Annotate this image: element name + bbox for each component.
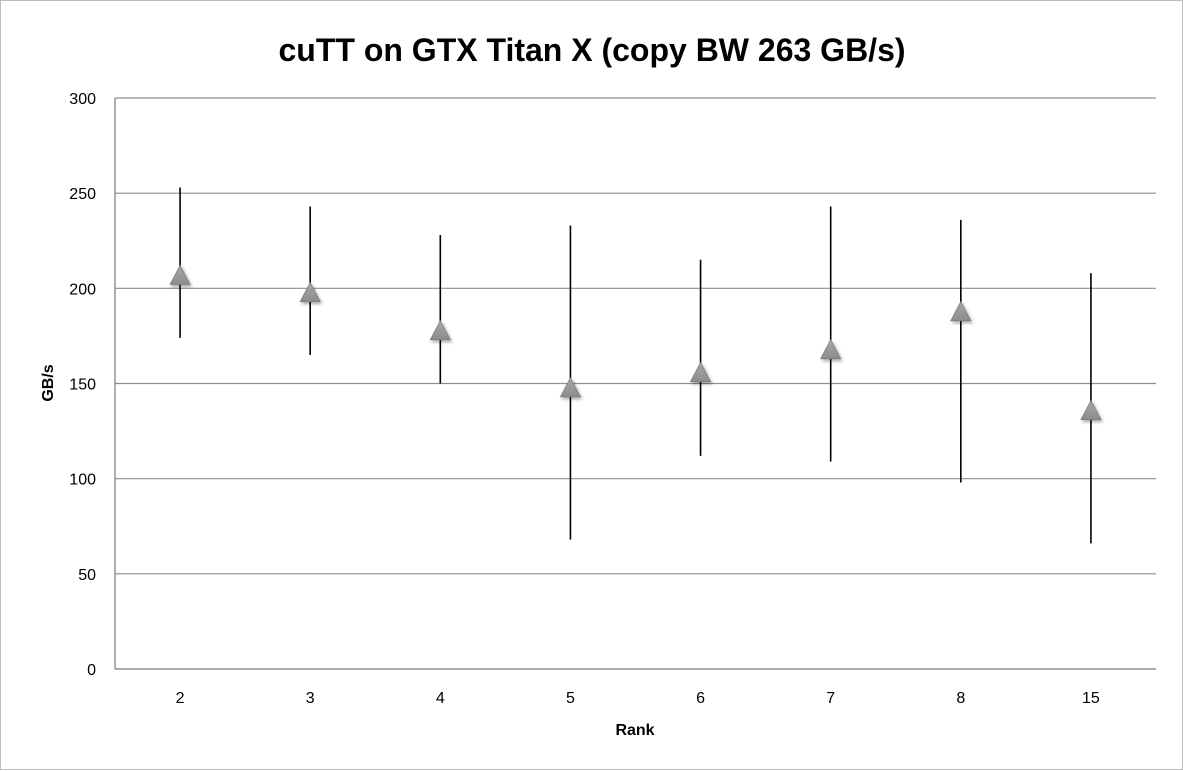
data-point-rank-8 — [950, 300, 972, 322]
y-tick-label: 50 — [78, 567, 96, 584]
x-tick-labels: 2 3 4 5 6 7 8 15 — [176, 690, 1100, 707]
y-tick-label: 300 — [69, 91, 96, 108]
x-tick-label: 5 — [566, 690, 575, 707]
data-point-rank-15 — [1080, 399, 1102, 421]
error-bars — [179, 187, 1092, 544]
y-tick-label: 100 — [69, 472, 96, 489]
gridlines — [115, 97, 1156, 575]
data-point-rank-6 — [689, 361, 712, 382]
x-tick-label: 15 — [1082, 690, 1100, 707]
chart-title: cuTT on GTX Titan X (copy BW 263 GB/s) — [278, 32, 905, 68]
x-tick-label: 3 — [306, 690, 315, 707]
y-axis-label: GB/s — [40, 364, 57, 401]
x-tick-label: 7 — [826, 690, 835, 707]
data-point-rank-5 — [559, 376, 582, 398]
y-tick-label: 200 — [69, 281, 96, 298]
y-tick-label: 0 — [87, 662, 96, 679]
data-point-rank-4 — [429, 319, 451, 341]
data-point-rank-7 — [820, 338, 842, 360]
data-point-rank-3 — [299, 281, 321, 303]
y-tick-labels: 0 50 100 150 200 250 300 — [69, 91, 96, 679]
x-tick-label: 4 — [436, 690, 445, 707]
y-tick-label: 250 — [69, 186, 96, 203]
data-markers — [169, 264, 1102, 421]
data-point-rank-2 — [169, 264, 191, 285]
y-tick-label: 150 — [69, 377, 96, 394]
x-tick-label: 6 — [696, 690, 705, 707]
x-tick-label: 8 — [956, 690, 965, 707]
x-tick-label: 2 — [176, 690, 185, 707]
axes — [114, 98, 1156, 670]
x-axis-label: Rank — [615, 722, 654, 739]
